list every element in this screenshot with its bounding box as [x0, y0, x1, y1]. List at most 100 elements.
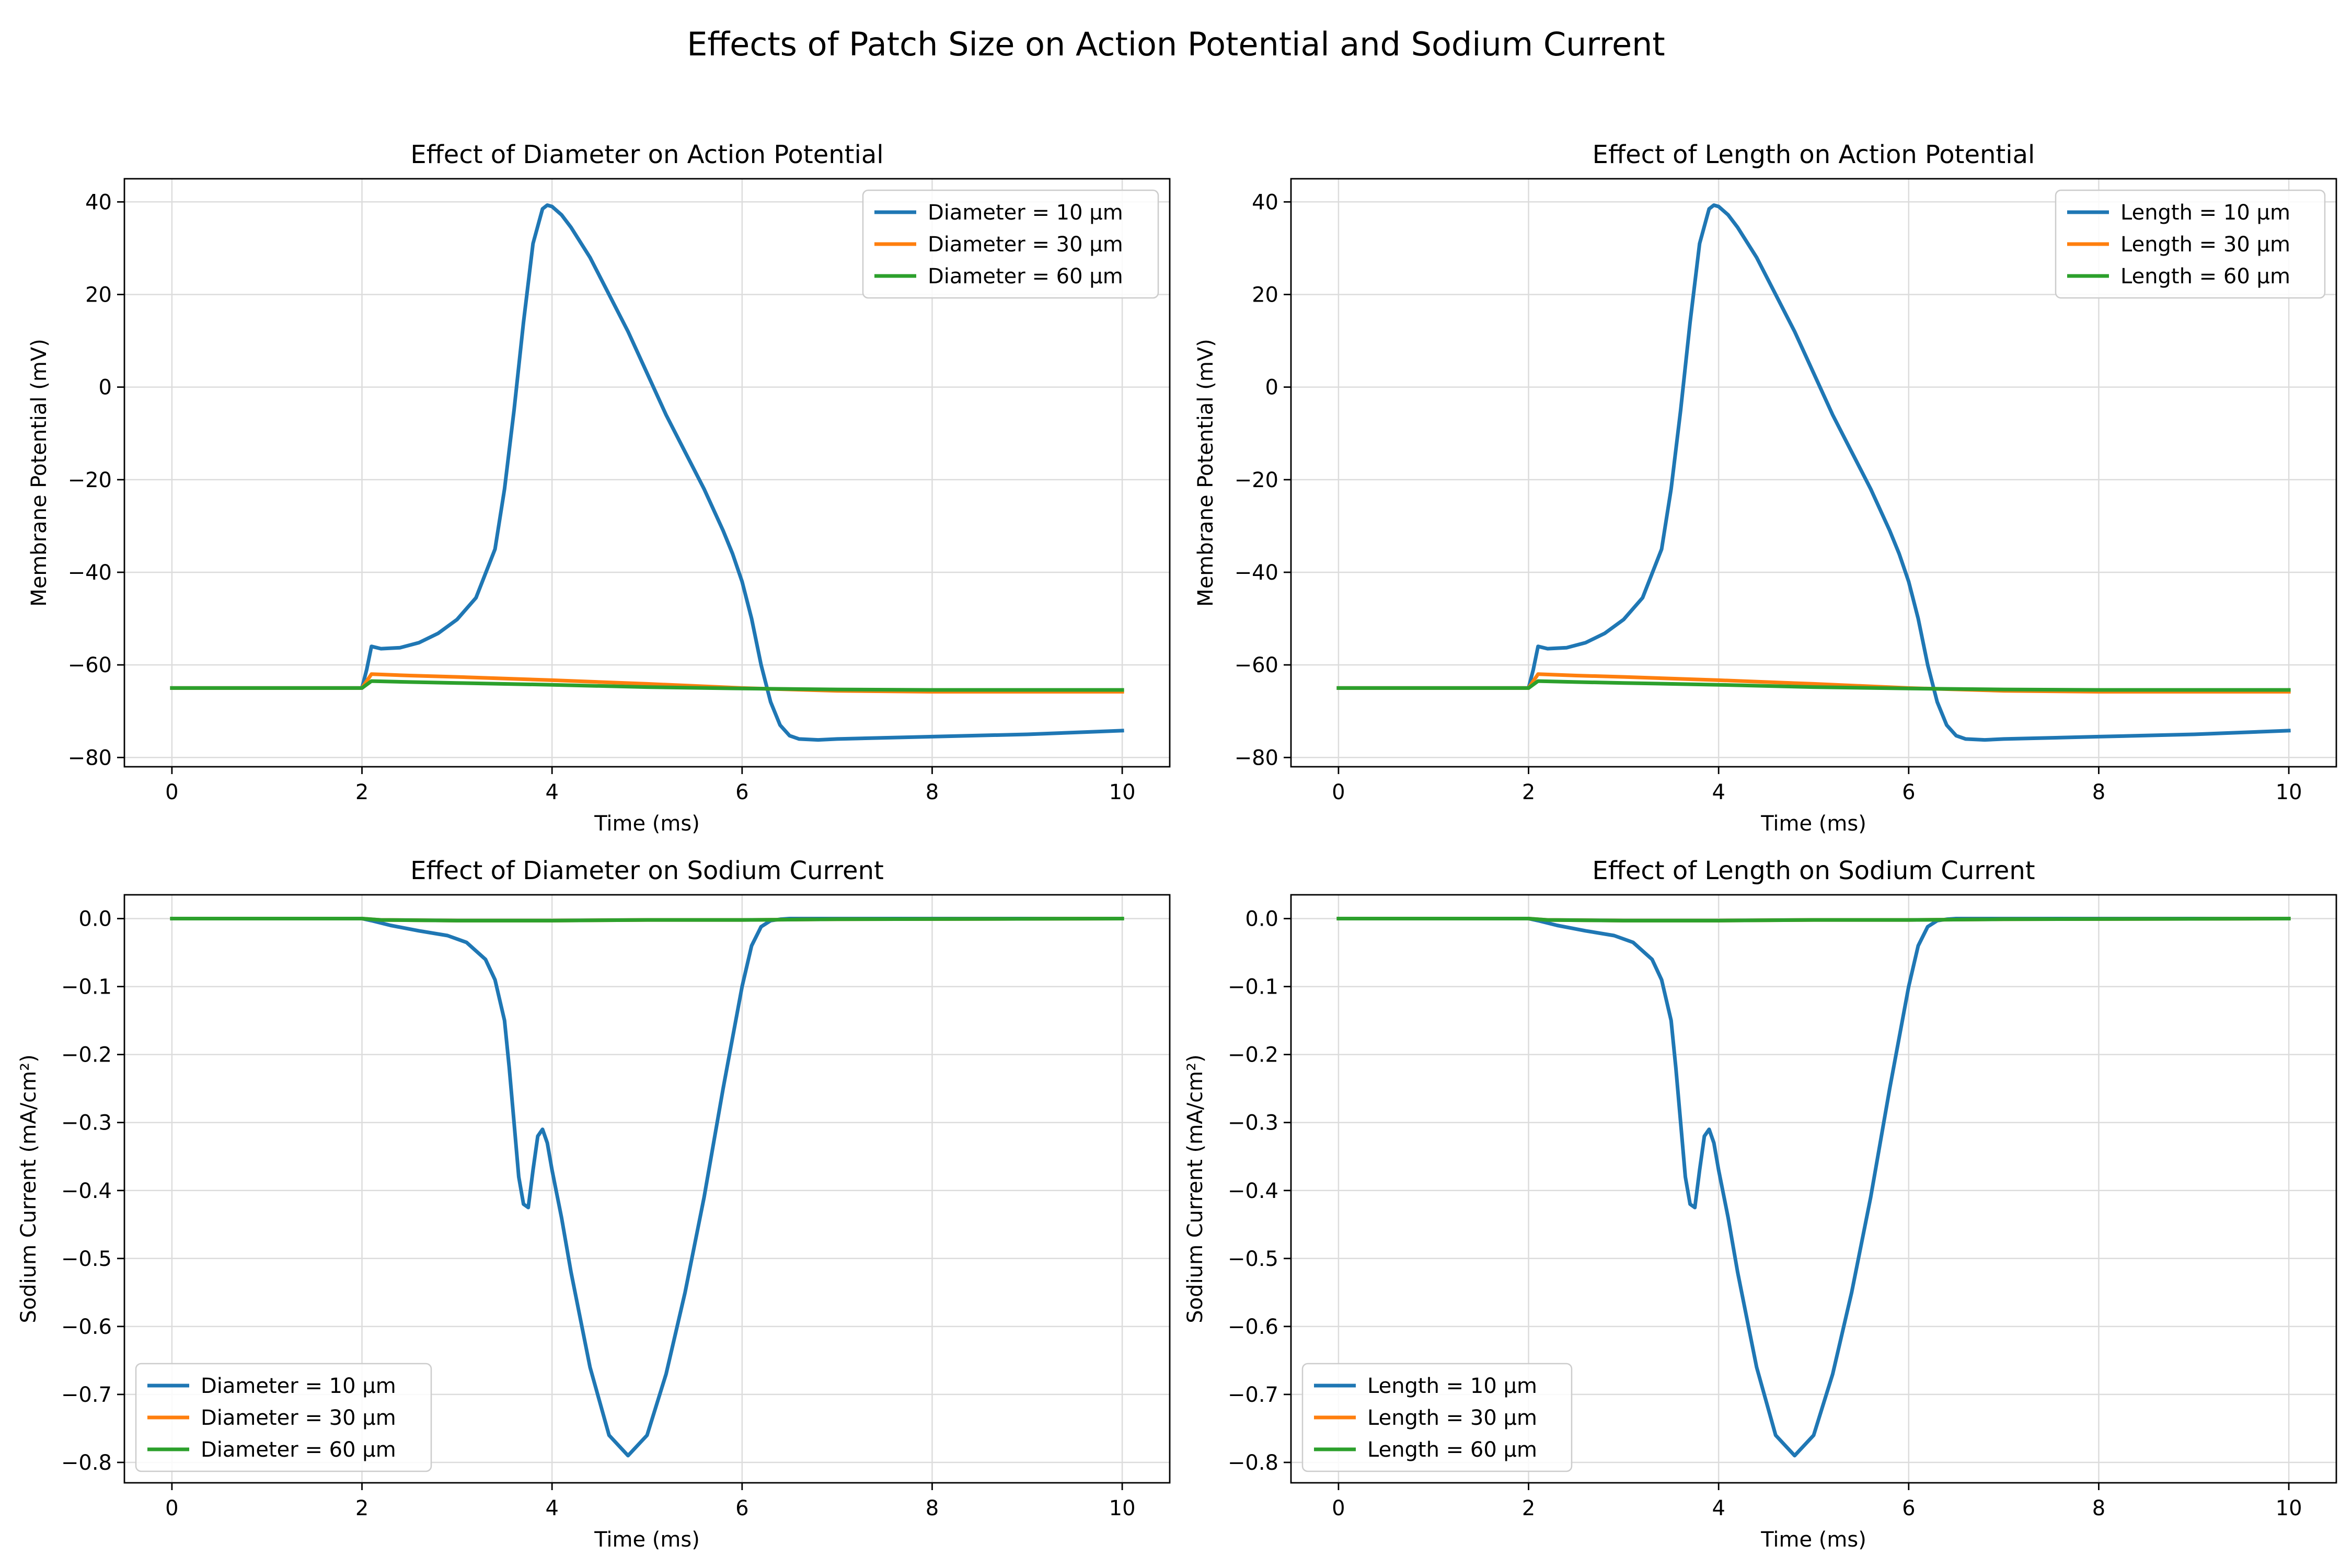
series-line-1: [170, 917, 1124, 1458]
y-tick-label: −0.5: [1228, 1247, 1278, 1271]
y-tick-label: −0.2: [61, 1043, 112, 1067]
series-line-3: [1336, 679, 2291, 692]
y-tick-label: 0: [1265, 376, 1278, 400]
x-tick-label: 10: [2276, 1496, 2302, 1520]
x-tick-label: 2: [355, 780, 368, 804]
subplot-2: 0 2 4 6 8 10 −80 −60 −40 −20 0 20 40 Effect of Length…: [1194, 140, 2337, 836]
y-tick-label: −0.2: [1228, 1043, 1278, 1067]
x-tick-label: 4: [1712, 780, 1725, 804]
y-axis-label: Sodium Current (mA/cm²): [17, 1054, 41, 1323]
series-line-3: [1336, 916, 2291, 923]
x-tick-label: 8: [926, 1496, 939, 1520]
y-tick-label: −40: [1235, 561, 1278, 585]
y-tick-label: −0.3: [61, 1111, 112, 1135]
legend-entry: Diameter = 10 μm: [201, 1374, 396, 1398]
x-tick-label: 6: [1902, 780, 1915, 804]
x-axis-label: Time (ms): [594, 1528, 700, 1552]
x-axis-label: Time (ms): [1760, 812, 1866, 836]
legend-entry: Diameter = 30 μm: [928, 233, 1123, 257]
legend-entry: Length = 30 μm: [2120, 233, 2290, 257]
x-tick-label: 0: [165, 780, 178, 804]
subplot-4: 0 2 4 6 8 10 0.0 −0.1 −0.2 −0.3 −0.4 −0.5 −0.6 −0.7 −0…: [1183, 856, 2337, 1552]
x-tick-label: 6: [735, 1496, 748, 1520]
axes-frame: [123, 178, 1171, 768]
y-tick-label: −0.5: [61, 1247, 112, 1271]
legend-frame: [2055, 189, 2326, 299]
x-tick-label: 8: [2092, 780, 2105, 804]
y-tick-label: −0.7: [1228, 1383, 1278, 1407]
x-tick-label: 4: [545, 780, 558, 804]
x-tick-label: 6: [1902, 1496, 1915, 1520]
x-tick-label: 0: [165, 1496, 178, 1520]
legend: Length = 10 μm Length = 30 μm Length = 60 …: [2055, 189, 2326, 299]
y-tick-label: −40: [68, 561, 112, 585]
subplot-title: Effect of Length on Sodium Current: [1592, 856, 2035, 885]
y-tick-label: −0.8: [1228, 1451, 1278, 1475]
y-axis-label: Membrane Potential (mV): [1194, 339, 1218, 607]
x-tick-label: 2: [1522, 1496, 1535, 1520]
axes-frame: [123, 894, 1171, 1484]
series-line-1: [1336, 917, 2291, 1458]
y-axis-label: Sodium Current (mA/cm²): [1183, 1054, 1207, 1323]
legend-entry: Diameter = 60 μm: [201, 1438, 396, 1462]
y-tick-label: −0.6: [1228, 1315, 1278, 1339]
x-tick-label: 4: [545, 1496, 558, 1520]
y-tick-label: −0.6: [61, 1315, 112, 1339]
legend-entry: Length = 10 μm: [1367, 1374, 1537, 1398]
subplot-3: 0 2 4 6 8 10 0.0 −0.1 −0.2 −0.3 −0.4 −0.5 −0.6 −0.7 −0…: [17, 856, 1171, 1552]
legend: Length = 10 μm Length = 30 μm Length = 60 …: [1301, 1363, 1573, 1472]
x-tick-label: 8: [2092, 1496, 2105, 1520]
y-tick-label: 0: [99, 376, 112, 400]
y-tick-label: −60: [1235, 653, 1278, 677]
x-axis-label: Time (ms): [594, 812, 700, 836]
y-tick-label: −60: [68, 653, 112, 677]
series-line-3: [170, 679, 1124, 692]
legend-frame: [862, 189, 1159, 299]
legend: Diameter = 10 μm Diameter = 30 μm Diameter…: [135, 1363, 432, 1472]
legend-entry: Length = 60 μm: [1367, 1438, 1537, 1462]
legend-entry: Diameter = 10 μm: [928, 201, 1123, 225]
y-tick-label: −0.3: [1228, 1111, 1278, 1135]
y-tick-label: 0.0: [78, 907, 112, 931]
x-tick-label: 2: [1522, 780, 1535, 804]
legend-entry: Diameter = 60 μm: [928, 264, 1123, 289]
y-tick-label: −0.4: [1228, 1179, 1278, 1203]
y-tick-label: 40: [1252, 190, 1278, 214]
y-tick-label: −0.7: [61, 1383, 112, 1407]
y-tick-label: 20: [1252, 283, 1278, 307]
y-tick-label: −80: [1235, 746, 1278, 770]
subplot-title: Effect of Diameter on Sodium Current: [410, 856, 884, 885]
x-tick-label: 10: [1109, 1496, 1136, 1520]
series-line-1: [170, 203, 1124, 742]
legend: Diameter = 10 μm Diameter = 30 μm Diameter…: [862, 189, 1159, 299]
legend-entry: Length = 30 μm: [1367, 1406, 1537, 1430]
x-tick-label: 10: [2276, 780, 2302, 804]
subplot-title: Effect of Diameter on Action Potential: [410, 140, 883, 169]
x-tick-label: 4: [1712, 1496, 1725, 1520]
y-axis-label: Membrane Potential (mV): [27, 339, 51, 607]
y-tick-label: −0.1: [61, 975, 112, 999]
figure-title: Effects of Patch Size on Action Potentia…: [687, 25, 1665, 63]
x-tick-label: 2: [355, 1496, 368, 1520]
x-tick-label: 6: [735, 780, 748, 804]
y-tick-label: −0.1: [1228, 975, 1278, 999]
x-tick-label: 0: [1332, 780, 1345, 804]
y-tick-label: −80: [68, 746, 112, 770]
series-line-3: [170, 916, 1124, 923]
axes-frame: [1290, 894, 2337, 1484]
x-tick-label: 0: [1332, 1496, 1345, 1520]
legend-entry: Length = 10 μm: [2120, 201, 2290, 225]
y-tick-label: −0.8: [61, 1451, 112, 1475]
y-tick-label: −20: [68, 468, 112, 492]
subplot-title: Effect of Length on Action Potential: [1593, 140, 2035, 169]
legend-entry: Diameter = 30 μm: [201, 1406, 396, 1430]
y-tick-label: 20: [85, 283, 112, 307]
y-tick-label: −0.4: [61, 1179, 112, 1203]
subplot-1: 0 2 4 6 8 10 −80 −60 −40 −20 0 20 40 Effect of Diamet…: [27, 140, 1171, 836]
y-tick-label: 0.0: [1245, 907, 1278, 931]
y-tick-label: 40: [85, 190, 112, 214]
y-tick-label: −20: [1235, 468, 1278, 492]
legend-frame: [135, 1363, 432, 1472]
x-axis-label: Time (ms): [1760, 1528, 1866, 1552]
